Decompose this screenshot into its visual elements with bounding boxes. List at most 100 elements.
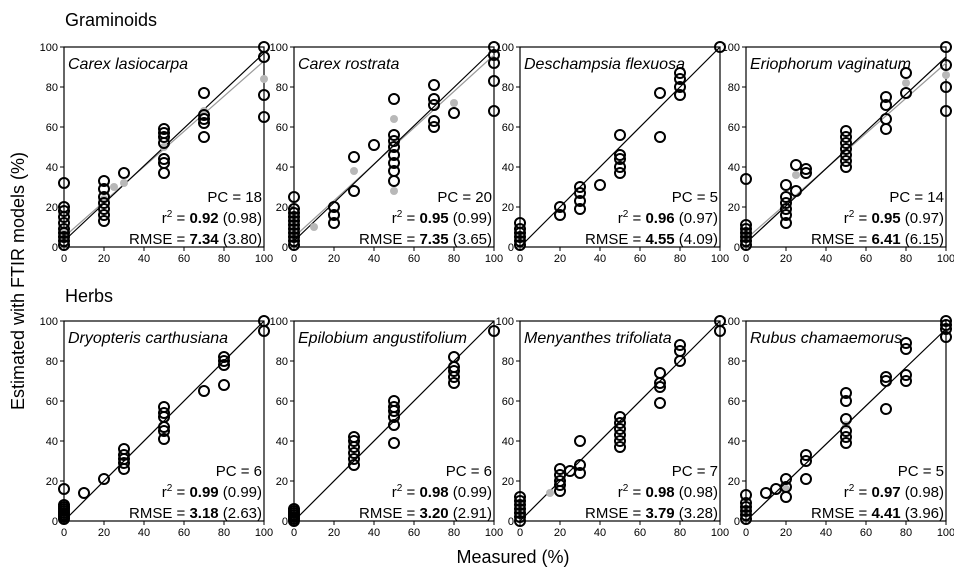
y-tick-label: 100: [40, 42, 58, 54]
r2-value: 0.98: [645, 484, 674, 501]
data-point: [740, 223, 752, 235]
x-tick-label: 80: [900, 253, 912, 265]
data-point: [514, 495, 526, 507]
data-point: [840, 131, 852, 143]
data-point: [448, 107, 460, 119]
x-tick-label: 40: [368, 527, 380, 539]
data-point: [940, 319, 952, 331]
data-point: [428, 99, 440, 111]
data-point: [900, 87, 912, 99]
data-point: [940, 105, 952, 117]
r2-equals: =: [402, 484, 419, 501]
data-point: [428, 121, 440, 133]
x-tick-label: 60: [860, 253, 872, 265]
x-tick-label: 60: [408, 527, 420, 539]
y-tick-label: 0: [508, 242, 514, 254]
plot-frame: [63, 320, 265, 522]
r2-prefix: r: [392, 210, 397, 227]
data-point: [348, 447, 360, 459]
data-point: [740, 509, 752, 521]
x-tick-label: 80: [448, 527, 460, 539]
r2-prefix: r: [392, 484, 397, 501]
data-point: [158, 131, 170, 143]
rmse-value: 3.20: [419, 505, 448, 522]
group-title-herbs: Herbs: [65, 286, 113, 306]
panel-2: 00 20 20 40 40 60 60 80 80 100 100 Deschampsia flex…: [496, 41, 729, 265]
rmse-calibration: (2.91): [449, 505, 492, 522]
data-point: [880, 403, 892, 415]
pc-label: PC = 7: [672, 463, 718, 480]
x-tick-label: 60: [178, 253, 190, 265]
plot-frame: [293, 46, 495, 248]
y-tick-label: 80: [502, 356, 514, 368]
x-tick-label: 100: [711, 253, 729, 265]
data-point: [740, 497, 752, 509]
x-tick-label: 0: [291, 253, 297, 265]
data-point: [714, 315, 726, 327]
data-point: [780, 191, 792, 203]
data-point: [840, 161, 852, 173]
rmse-prefix: RMSE =: [359, 231, 419, 248]
x-tick-label: 40: [820, 253, 832, 265]
data-point: [840, 125, 852, 137]
y-tick-label: 40: [728, 162, 740, 174]
pc-label: PC = 5: [898, 463, 944, 480]
rmse-label: RMSE = 3.79 (3.28): [585, 505, 718, 522]
data-point: [740, 227, 752, 239]
data-point: [840, 155, 852, 167]
x-tick-label: 20: [554, 253, 566, 265]
y-tick-label: 80: [728, 356, 740, 368]
rmse-prefix: RMSE =: [129, 505, 189, 522]
data-point: [198, 109, 210, 121]
data-point: [288, 219, 300, 231]
data-point: [760, 487, 772, 499]
y-tick-label: 0: [282, 516, 288, 528]
rmse-calibration: (6.15): [901, 231, 944, 248]
r2-superscript: 2: [167, 483, 173, 494]
data-point: [158, 153, 170, 165]
data-point: [288, 503, 300, 515]
y-tick-label: 80: [46, 82, 58, 94]
data-point: [740, 219, 752, 231]
x-tick-label: 0: [517, 253, 523, 265]
x-tick-label: 60: [634, 253, 646, 265]
data-point: [514, 491, 526, 503]
x-tick-label: 20: [98, 527, 110, 539]
data-point: [58, 177, 70, 189]
pc-label: PC = 14: [889, 189, 944, 206]
data-point: [554, 475, 566, 487]
panel-3: 00 20 20 40 40 60 60 80 80 100 100 Eriophorum vagin…: [722, 41, 954, 265]
x-tick-label: 60: [178, 527, 190, 539]
data-point: [740, 501, 752, 513]
calibration-point: [310, 223, 318, 231]
x-tick-label: 100: [485, 527, 503, 539]
rmse-prefix: RMSE =: [585, 231, 645, 248]
y-tick-label: 0: [52, 516, 58, 528]
r2-label: r2 = 0.98 (0.99): [392, 483, 492, 501]
x-tick-label: 0: [743, 253, 749, 265]
r2-calibration: (0.99): [449, 484, 492, 501]
data-point: [158, 157, 170, 169]
plot-frame: [293, 320, 495, 522]
data-point: [880, 375, 892, 387]
species-name: Carex rostrata: [298, 56, 399, 73]
data-point: [158, 433, 170, 445]
data-point: [594, 179, 606, 191]
x-tick-label: 100: [485, 253, 503, 265]
data-point: [428, 115, 440, 127]
data-point: [674, 81, 686, 93]
data-point: [674, 345, 686, 357]
data-point: [740, 489, 752, 501]
data-point: [58, 201, 70, 213]
data-point: [218, 351, 230, 363]
r2-label: r2 = 0.97 (0.98): [844, 483, 944, 501]
x-tick-label: 100: [711, 527, 729, 539]
r2-calibration: (0.98): [219, 210, 262, 227]
data-point: [388, 401, 400, 413]
rmse-value: 4.55: [645, 231, 674, 248]
r2-value: 0.99: [189, 484, 218, 501]
y-tick-label: 100: [496, 316, 514, 328]
data-point: [800, 455, 812, 467]
data-point: [740, 505, 752, 517]
